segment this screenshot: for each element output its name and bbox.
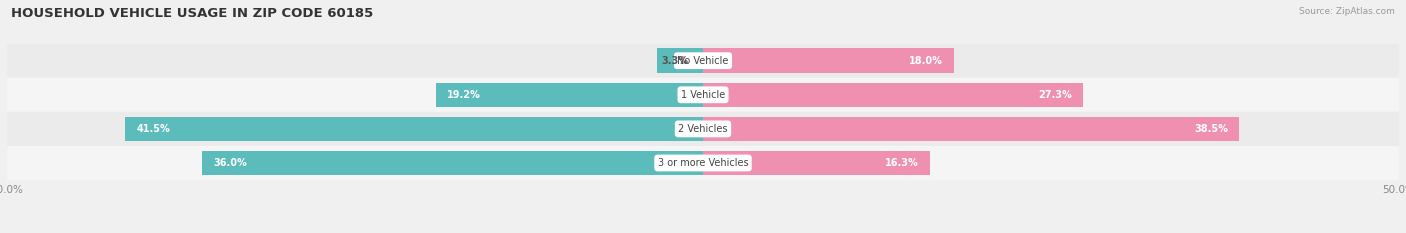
Text: 3 or more Vehicles: 3 or more Vehicles [658,158,748,168]
FancyBboxPatch shape [7,78,1399,112]
Text: No Vehicle: No Vehicle [678,56,728,66]
Text: 16.3%: 16.3% [884,158,918,168]
Text: 3.3%: 3.3% [661,56,689,66]
Text: Source: ZipAtlas.com: Source: ZipAtlas.com [1299,7,1395,16]
Bar [202,151,703,175]
Bar [703,82,1083,107]
Text: 36.0%: 36.0% [214,158,247,168]
FancyBboxPatch shape [7,112,1399,146]
Text: 27.3%: 27.3% [1038,90,1071,100]
Text: 19.2%: 19.2% [447,90,481,100]
Bar [125,116,703,141]
Text: 2 Vehicles: 2 Vehicles [678,124,728,134]
Bar [703,151,929,175]
Bar [436,82,703,107]
Text: 38.5%: 38.5% [1194,124,1227,134]
Text: 41.5%: 41.5% [136,124,170,134]
Text: HOUSEHOLD VEHICLE USAGE IN ZIP CODE 60185: HOUSEHOLD VEHICLE USAGE IN ZIP CODE 6018… [11,7,374,20]
Bar [703,116,1239,141]
Bar [703,48,953,73]
Legend: Owner-occupied, Renter-occupied: Owner-occupied, Renter-occupied [595,231,811,233]
FancyBboxPatch shape [7,44,1399,78]
Text: 18.0%: 18.0% [908,56,942,66]
Text: 1 Vehicle: 1 Vehicle [681,90,725,100]
FancyBboxPatch shape [7,146,1399,180]
Bar [657,48,703,73]
